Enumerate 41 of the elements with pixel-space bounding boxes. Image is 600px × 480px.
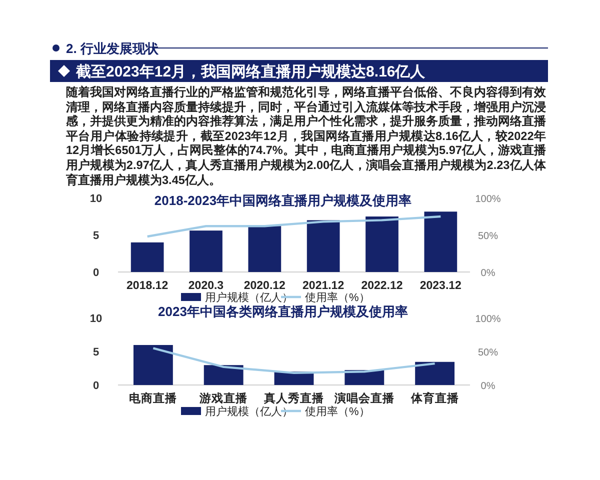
bar <box>130 242 164 272</box>
y-tick-label: 10 <box>90 313 102 325</box>
bar <box>415 362 455 385</box>
x-tick-label: 演唱会直播 <box>333 391 396 405</box>
bar <box>248 226 282 272</box>
y2-tick-label: 100% <box>475 314 501 325</box>
y2-tick-label: 0% <box>480 381 496 392</box>
x-tick-label: 2022.12 <box>361 280 403 292</box>
bar <box>424 212 458 272</box>
text: 截至2023年12月，我国网络直播用户规模达8.16亿人 <box>75 62 426 80</box>
y-tick-label: 0 <box>92 380 100 392</box>
legend-label: 使用率（%） <box>305 405 370 418</box>
bar <box>306 220 340 272</box>
line-series <box>146 215 442 238</box>
y2-tick-label: 50% <box>478 231 498 242</box>
bar <box>133 345 173 385</box>
text: 2. 行业发展现状 <box>66 41 160 56</box>
y2-tick-label: 50% <box>478 348 498 358</box>
y-tick-label: 5 <box>92 346 100 358</box>
x-tick-label: 真人秀直播 <box>263 391 325 405</box>
chart-title: 2023年中国各类网络直播用户规模及使用率 <box>158 304 408 319</box>
bar <box>204 365 244 385</box>
text: 随着我国对网络直播行业的严格监管和规范化引导，网络直播平台低俗、不良内容得到有效清理，网络直播内容质量持续提升，同时，平台通过引入流媒体等技术手段，增强用户沉浸感，并提供更为精准的内容推荐算法，满足用户个性化需求，提升服务质量，推动网络直播平台用户体验持续提升，截至2023年12月，我国网络直播用户规模达8.16亿人，较2022年12月增长6501万人，占网民整体的74.7%。其中，电商直播用户规模为5.97亿人，游戏直播用户规模为2.97亿人，真人秀直播用户规模为2.00亿人，演唱会直播用户规模为2.23亿人体育直播用户规模为3.45亿人。 <box>66 85 546 188</box>
x-tick-label: 电商直播 <box>129 391 178 405</box>
y-tick-label: 10 <box>90 193 102 205</box>
bar <box>190 230 222 272</box>
legend-label: 使用率（%） <box>305 291 370 304</box>
bar <box>366 216 398 272</box>
y2-tick-label: 100% <box>475 194 501 205</box>
x-tick-label: 游戏直播 <box>198 391 249 405</box>
x-tick-label: 2023.12 <box>420 280 462 292</box>
x-tick-label: 2020.12 <box>244 280 286 292</box>
x-tick-label: 2020.3 <box>188 280 224 292</box>
line-series <box>152 347 436 374</box>
chart-title: 2018-2023年中国网络直播用户规模及使用率 <box>154 193 412 208</box>
y2-tick-label: 0% <box>480 268 496 279</box>
y-tick-label: 5 <box>92 230 100 242</box>
x-tick-label: 2018.12 <box>126 280 168 292</box>
y-tick-label: 0 <box>92 267 100 279</box>
x-tick-label: 2021.12 <box>302 280 344 292</box>
x-tick-label: 体育直播 <box>410 391 460 405</box>
